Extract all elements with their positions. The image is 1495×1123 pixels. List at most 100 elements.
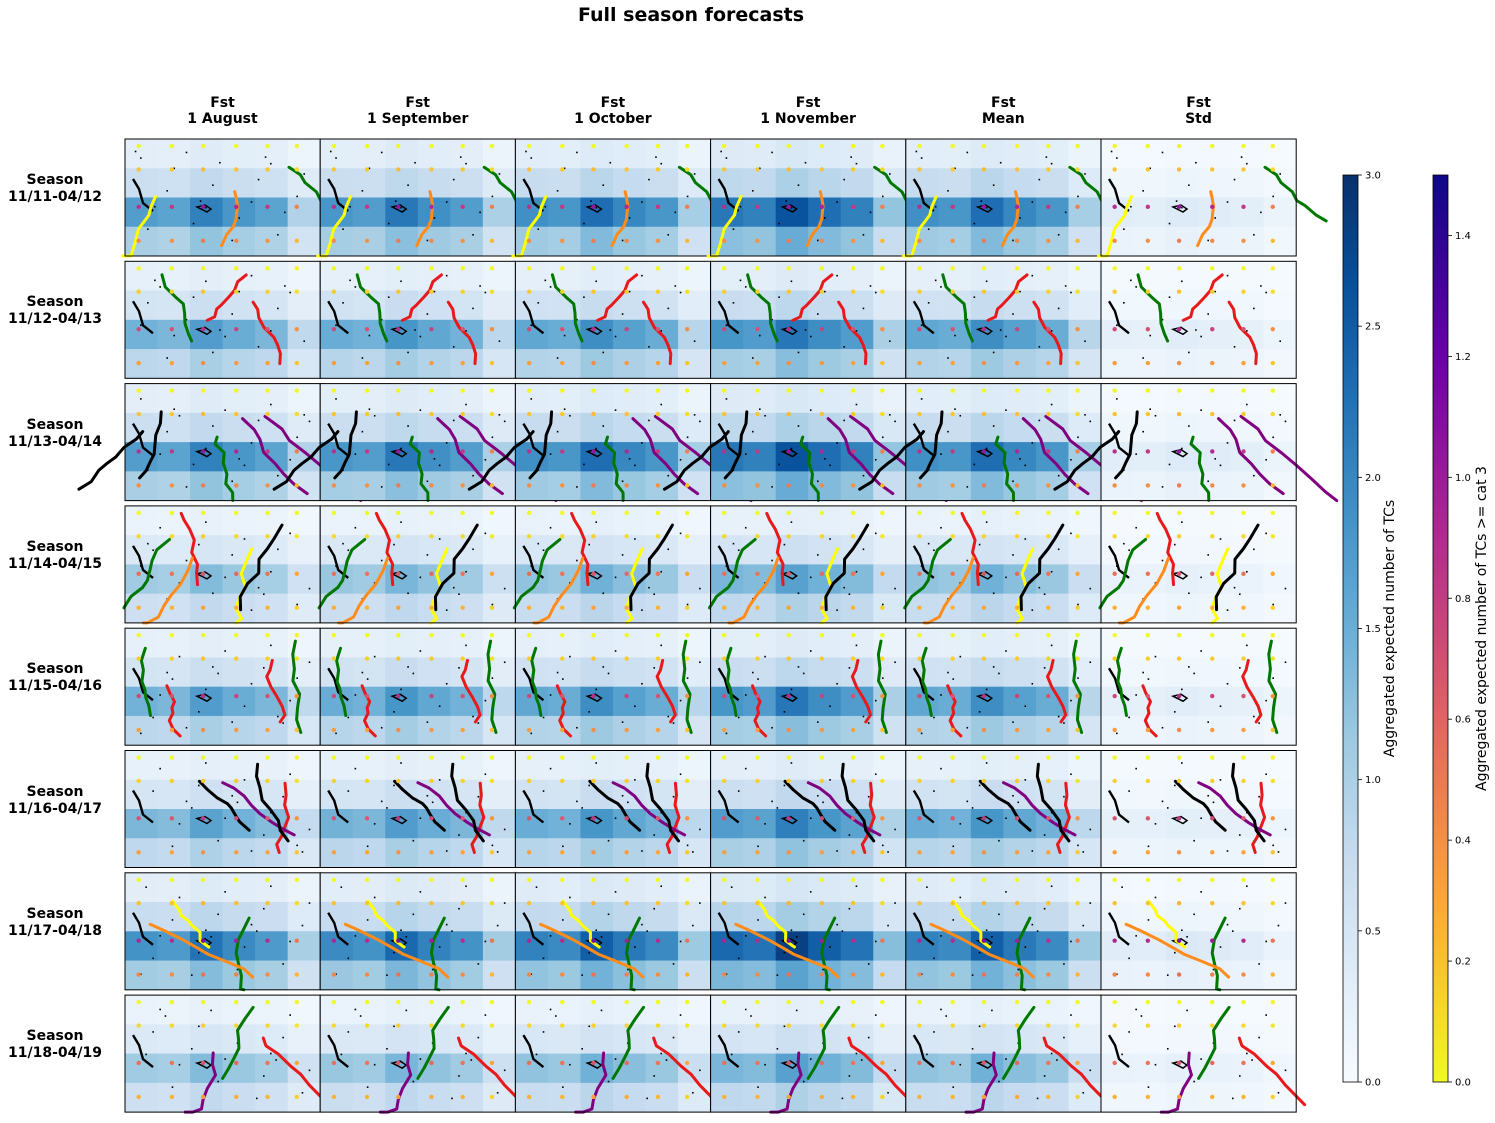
island [1181,206,1183,209]
heat-cell [1003,349,1037,379]
cyclone-track [408,435,430,502]
heat-cell [613,628,647,658]
intensity-dot [364,605,370,610]
intensity-dot [850,778,856,784]
map-panel [710,750,907,868]
heat-cell [417,715,451,746]
island [1226,850,1229,852]
intensity-dot [1075,633,1080,638]
heat-cell [190,505,224,536]
intensity-dot [917,816,922,821]
island [1031,682,1034,685]
heat-cell [775,139,809,169]
heat-cell [1198,809,1232,839]
island [602,592,605,595]
intensity-dot [950,755,955,760]
intensity-dot [1112,167,1117,172]
intensity-dot [722,167,727,172]
intensity-dot [331,289,337,294]
island [1070,291,1072,294]
island [386,974,388,976]
island [236,801,239,804]
intensity-dot [1046,901,1051,906]
intensity-dot [526,1094,532,1100]
cyclone-track [1214,523,1260,612]
intensity-dot [331,266,337,271]
intensity-dot [722,571,727,576]
heat-cell [743,442,777,472]
intensity-dot [1112,571,1117,576]
heat-cell [1263,349,1297,379]
island [1135,1008,1137,1011]
intensity-dot [591,326,596,332]
intensity-dot [1270,534,1275,539]
heat-cell [1166,471,1200,502]
intensity-dot [526,266,532,271]
island [296,436,298,439]
island [212,351,214,354]
intensity-dot [136,972,141,977]
heat-cell [840,226,874,257]
island [173,334,176,337]
heat-cell [808,442,842,472]
island [998,839,1000,842]
cyclone-track [596,273,639,322]
row-header: Season 11/14-04/15 [8,538,102,572]
island [1186,1009,1188,1012]
heat-cell [1003,750,1037,781]
intensity-dot [331,877,337,883]
heat-cell [905,349,939,379]
island [243,538,246,540]
island-chain [717,912,740,946]
heat-cell [970,750,1004,781]
heat-cell [1003,657,1037,688]
island [407,425,409,427]
intensity-dot [364,727,370,733]
island [1265,940,1267,943]
intensity-dot [234,877,239,883]
island [458,1075,460,1077]
intensity-dot [1241,204,1246,210]
intensity-dot [1270,411,1275,417]
intensity-dot [1075,877,1080,883]
intensity-dot [655,289,661,294]
intensity-dot [1046,266,1051,271]
intensity-dot [331,778,337,784]
island [1265,532,1267,535]
intensity-dot [526,167,532,172]
heat-cell [1166,1024,1200,1055]
heat-cell [547,1082,581,1113]
island [679,1014,682,1016]
island [419,817,422,820]
island [210,1009,212,1012]
heat-cell [970,471,1004,502]
intensity-dot [1112,778,1117,784]
intensity-dot [200,266,206,271]
intensity-dot [1112,901,1117,906]
cyclone-track [1159,1051,1193,1114]
intensity-dot [786,727,791,733]
map-panel [122,505,321,625]
island [744,286,747,288]
intensity-dot [396,266,401,271]
heat-cell [613,505,647,536]
cyclone-track [920,646,933,717]
heat-cell [645,750,679,781]
intensity-dot [1241,266,1246,271]
heat-cell [287,872,321,903]
intensity-dot [786,605,791,610]
intensity-dot [950,999,955,1005]
intensity-dot [396,360,401,366]
island [1089,828,1092,831]
cyclone-track [929,922,1035,979]
intensity-dot [1046,972,1051,977]
heat-cell [678,838,712,868]
heat-cell [710,960,744,991]
island [393,951,395,954]
cyclone-track [1217,417,1285,496]
island [282,963,284,965]
island [790,521,793,523]
intensity-dot [396,999,401,1005]
heat-cell [320,715,354,746]
heat-cell [222,349,256,379]
